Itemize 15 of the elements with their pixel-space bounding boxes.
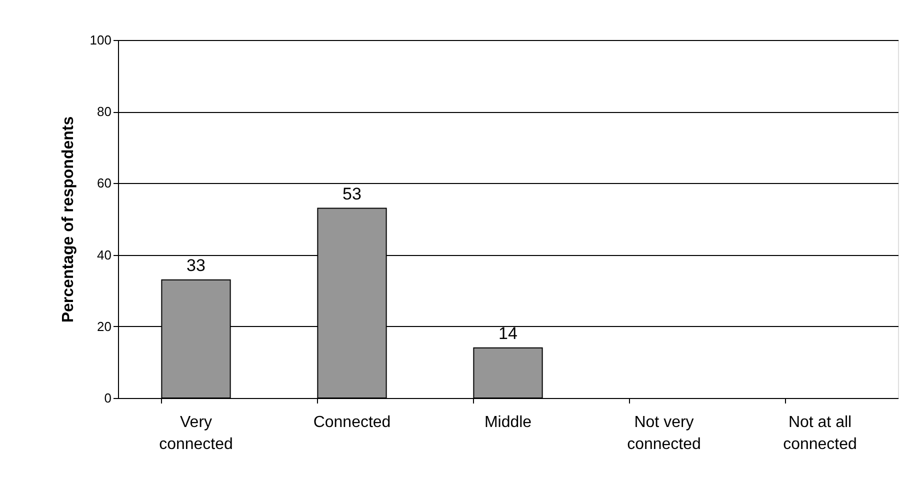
data-label: 14 — [498, 324, 518, 343]
x-tick-label: Connected — [313, 414, 391, 431]
data-label: 53 — [342, 184, 362, 204]
y-tick-label: 100 — [90, 32, 112, 48]
y-tick-label: 40 — [97, 247, 112, 262]
x-tick-label: Not very connected — [627, 414, 701, 453]
x-tick-label: Middle — [484, 414, 532, 431]
x-tick-label: Very connected — [159, 414, 233, 453]
data-label: 33 — [186, 256, 206, 275]
y-tick-label: 80 — [97, 104, 112, 120]
y-axis-title: Percentage of respondents — [60, 116, 77, 323]
y-tick-label: 60 — [97, 176, 112, 191]
y-tick-label: 20 — [97, 318, 112, 334]
x-tick-label: Not at all connected — [783, 414, 857, 453]
y-tick-label: 0 — [104, 390, 112, 406]
